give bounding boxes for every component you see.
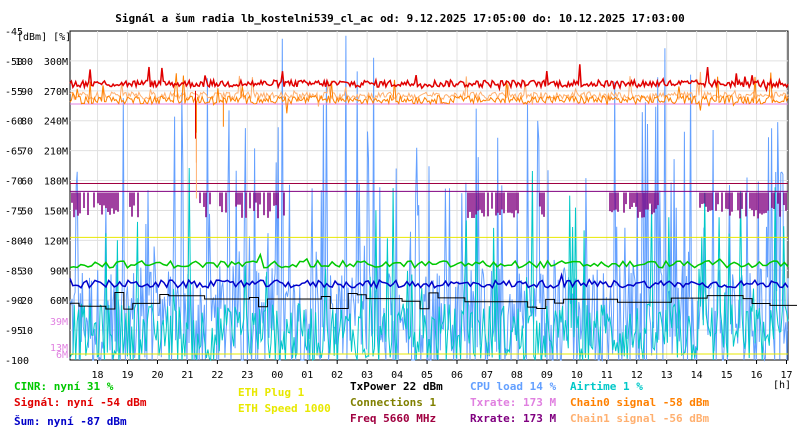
y-tick-rate-extra: 13M [50, 343, 68, 354]
legend-connections: Connections 1 [350, 396, 437, 409]
y-unit-label: [dBm] [%] [17, 32, 71, 43]
legend-eth-plug: ETH Plug 1 [238, 386, 305, 399]
y-tick-rate: 300M [44, 57, 68, 68]
x-tick-label: 19 [121, 370, 133, 381]
y-tick-rate: 60M [50, 296, 68, 307]
x-tick-label: 01 [301, 370, 313, 381]
y-tick-rate: 180M [44, 177, 68, 188]
y-tick-pct: 70 [21, 147, 33, 158]
y-tick-rate: 210M [44, 147, 68, 158]
x-tick-label: 07 [481, 370, 493, 381]
x-tick-label: 13 [661, 370, 673, 381]
x-tick-label: 06 [451, 370, 463, 381]
y-tick-dbm: -50 [5, 57, 23, 68]
x-tick-label: 14 [691, 370, 703, 381]
y-tick-dbm: -90 [5, 296, 23, 307]
x-tick-label: 02 [331, 370, 343, 381]
series-airtime [69, 167, 789, 362]
y-tick-dbm: -65 [5, 147, 23, 158]
legend-freq: Freq 5660 MHz [350, 412, 437, 425]
x-tick-label: 12 [631, 370, 643, 381]
y-tick-rate: 240M [44, 117, 68, 128]
y-tick-pct: 20 [21, 296, 33, 307]
y-tick-rate-extra: 6M [56, 350, 68, 361]
legend-chain1: Chain1 signal -56 dBm [570, 412, 710, 425]
y-tick-pct: 80 [21, 117, 33, 128]
legend-noise: Šum: nyní -87 dBm [14, 415, 127, 428]
x-tick-label: 20 [151, 370, 163, 381]
y-tick-dbm: -100 [5, 356, 29, 367]
x-tick-label: 21 [181, 370, 193, 381]
x-tick-label: 16 [751, 370, 763, 381]
y-tick-dbm: -60 [5, 117, 23, 128]
x-tick-label: 00 [271, 370, 283, 381]
y-tick-pct: 60 [21, 177, 33, 188]
legend-txpower: TxPower 22 dBm [350, 380, 443, 393]
series-chain0 [69, 72, 789, 114]
x-tick-label: 11 [601, 370, 613, 381]
x-tick-label: 10 [571, 370, 583, 381]
y-tick-pct: 40 [21, 236, 33, 247]
y-tick-rate-extra: 39M [50, 317, 68, 328]
x-tick-label: 03 [361, 370, 373, 381]
y-tick-pct: 90 [21, 87, 33, 98]
legend-airtime: Airtime 1 % [570, 380, 643, 393]
legend-signal: Signál: nyní -54 dBm [14, 396, 147, 409]
chart-title: Signál a šum radia lb_kostelni539_cl_ac … [115, 12, 685, 25]
legend-chain0: Chain0 signal -58 dBm [570, 396, 710, 409]
y-tick-pct: 50 [21, 206, 33, 217]
y-tick-pct: 10 [21, 326, 33, 337]
legend-eth-speed: ETH Speed 1000 [238, 402, 331, 415]
y-tick-dbm: -45 [5, 27, 23, 38]
series-signal [69, 64, 789, 93]
x-unit-label: [h] [773, 380, 791, 391]
x-tick-label: 08 [511, 370, 523, 381]
y-tick-rate: 270M [44, 87, 68, 98]
y-tick-pct: 100 [15, 57, 33, 68]
y-tick-rate: 120M [44, 236, 68, 247]
legend-cpu: CPU load 14 % [470, 380, 557, 393]
y-tick-dbm: -80 [5, 236, 23, 247]
x-tick-label: 15 [721, 370, 733, 381]
series-cinr [69, 252, 789, 270]
y-tick-dbm: -85 [5, 266, 23, 277]
x-tick-label: 17 [780, 370, 792, 381]
y-tick-dbm: -55 [5, 87, 23, 98]
y-tick-rate: 150M [44, 206, 68, 217]
legend-cinr: CINR: nyní 31 % [14, 380, 114, 393]
y-tick-dbm: -95 [5, 326, 23, 337]
x-tick-label: 04 [391, 370, 403, 381]
y-tick-dbm: -75 [5, 206, 23, 217]
y-tick-rate: 90M [50, 266, 68, 277]
x-tick-label: 23 [241, 370, 253, 381]
y-tick-dbm: -70 [5, 177, 23, 188]
x-tick-label: 05 [421, 370, 433, 381]
y-tick-pct: 30 [21, 266, 33, 277]
x-tick-label: 22 [211, 370, 223, 381]
legend-txrate: Txrate: 173 M [470, 396, 557, 409]
x-tick-label: 18 [92, 370, 104, 381]
legend-rxrate: Rxrate: 173 M [470, 412, 557, 425]
x-tick-label: 09 [541, 370, 553, 381]
series-noise [69, 272, 789, 290]
series-txpower [70, 292, 797, 310]
